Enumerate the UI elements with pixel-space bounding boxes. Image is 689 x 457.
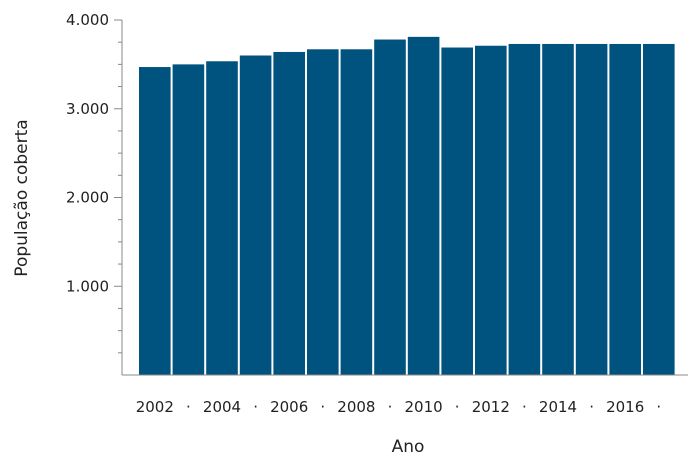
x-tick-label: 2016 bbox=[606, 398, 644, 416]
bar-2008 bbox=[340, 49, 373, 375]
x-tick-label: 2006 bbox=[270, 398, 308, 416]
x-tick-dot: · bbox=[455, 398, 460, 416]
x-axis-label: Ano bbox=[392, 437, 425, 457]
x-tick-label: 2004 bbox=[203, 398, 241, 416]
bar-2012 bbox=[475, 45, 507, 376]
x-tick-label: 2010 bbox=[405, 398, 443, 416]
bar-2006 bbox=[273, 51, 305, 375]
x-axis: 2002 · 2004 · 2006 · 2008 · 2010 · 2012 · 2014 · 2016 · bbox=[122, 374, 688, 416]
bar-2011 bbox=[441, 47, 473, 375]
x-tick-dot: · bbox=[253, 398, 258, 416]
bar-2004 bbox=[206, 61, 238, 376]
bar-2003 bbox=[172, 64, 205, 376]
bar-2005 bbox=[239, 55, 272, 375]
x-tick-dot: · bbox=[656, 398, 661, 416]
bar-2010 bbox=[407, 36, 440, 376]
bar-2016 bbox=[609, 43, 641, 376]
bar-2002 bbox=[139, 67, 171, 375]
x-tick-dot: · bbox=[320, 398, 325, 416]
y-axis-label: População coberta bbox=[12, 119, 32, 276]
bar-2014 bbox=[542, 43, 574, 376]
x-tick-dot: · bbox=[522, 398, 527, 416]
x-tick-dot: · bbox=[589, 398, 594, 416]
x-tick-label: 2002 bbox=[136, 398, 174, 416]
bars-group bbox=[139, 36, 675, 376]
y-tick-label: 1.000 bbox=[66, 277, 109, 295]
x-tick-label: 2008 bbox=[337, 398, 375, 416]
bar-2009 bbox=[374, 39, 406, 375]
bar-2015 bbox=[575, 43, 608, 376]
y-tick-label: 2.000 bbox=[66, 189, 109, 207]
y-tick-label: 4.000 bbox=[66, 11, 109, 29]
y-tick-label: 3.000 bbox=[66, 100, 109, 118]
bar-2013 bbox=[508, 43, 541, 376]
x-tick-label: 2014 bbox=[539, 398, 577, 416]
bar-2017 bbox=[643, 43, 675, 376]
bar-2007 bbox=[307, 49, 339, 375]
y-axis: 1.000 2.000 3.000 4.000 bbox=[66, 11, 123, 375]
x-tick-dot: · bbox=[186, 398, 191, 416]
x-tick-label: 2012 bbox=[472, 398, 510, 416]
x-tick-dot: · bbox=[388, 398, 393, 416]
